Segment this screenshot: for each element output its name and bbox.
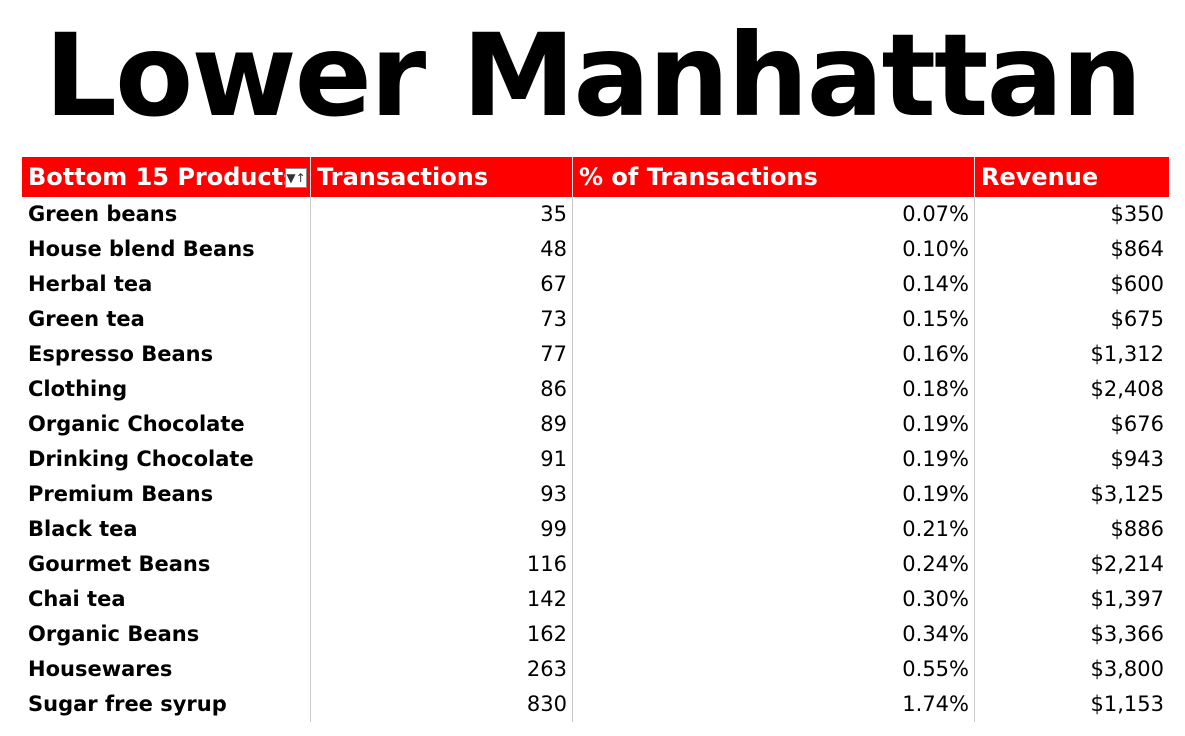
sort-filter-icon[interactable]: ▼↑ (285, 168, 307, 188)
transactions-cell[interactable]: 263 (311, 652, 573, 687)
product-cell[interactable]: Espresso Beans (22, 337, 311, 372)
pct-transactions-cell[interactable]: 0.15% (573, 302, 975, 337)
product-cell[interactable]: Housewares (22, 652, 311, 687)
table-header-row: Bottom 15 Products ▼↑ Transactions % of … (22, 157, 1169, 197)
pct-transactions-cell[interactable]: 0.18% (573, 372, 975, 407)
pct-transactions-cell[interactable]: 0.30% (573, 582, 975, 617)
product-cell[interactable]: Organic Chocolate (22, 407, 311, 442)
table-body: Green beans 35 0.07% $350 House blend Beans 4… (22, 197, 1169, 722)
transactions-cell[interactable]: 162 (311, 617, 573, 652)
product-cell[interactable]: Drinking Chocolate (22, 442, 311, 477)
transactions-cell[interactable]: 48 (311, 232, 573, 267)
table-row: Chai tea 142 0.30% $1,397 (22, 582, 1169, 617)
pct-transactions-cell[interactable]: 0.55% (573, 652, 975, 687)
pct-transactions-cell[interactable]: 1.74% (573, 687, 975, 722)
revenue-cell[interactable]: $864 (1110, 237, 1164, 261)
product-cell[interactable]: Gourmet Beans (22, 547, 311, 582)
pct-transactions-cell[interactable]: 0.07% (573, 197, 975, 232)
transactions-cell[interactable]: 91 (311, 442, 573, 477)
transactions-cell[interactable]: 73 (311, 302, 573, 337)
transactions-cell[interactable]: 77 (311, 337, 573, 372)
revenue-cell[interactable]: $3,125 (1090, 482, 1164, 506)
revenue-cell[interactable]: $676 (1110, 412, 1164, 436)
revenue-cell[interactable]: $350 (1110, 202, 1164, 226)
header-pct-transactions: % of Transactions (573, 157, 975, 197)
revenue-cell[interactable]: $3,366 (1090, 622, 1164, 646)
table-row: Green beans 35 0.07% $350 (22, 197, 1169, 232)
table-row: Green tea 73 0.15% $675 (22, 302, 1169, 337)
revenue-cell[interactable]: $886 (1110, 517, 1164, 541)
transactions-cell[interactable]: 142 (311, 582, 573, 617)
product-cell[interactable]: Sugar free syrup (22, 687, 311, 722)
table-row: Espresso Beans 77 0.16% $1,312 (22, 337, 1169, 372)
table-row: Black tea 99 0.21% $886 (22, 512, 1169, 547)
transactions-cell[interactable]: 67 (311, 267, 573, 302)
product-cell[interactable]: Premium Beans (22, 477, 311, 512)
revenue-cell[interactable]: $3,800 (1090, 657, 1164, 681)
table-row: House blend Beans 48 0.10% $864 (22, 232, 1169, 267)
revenue-cell[interactable]: $2,214 (1090, 552, 1164, 576)
header-revenue: Revenue (981, 163, 1099, 191)
table-row: Gourmet Beans 116 0.24% $2,214 (22, 547, 1169, 582)
pct-transactions-cell[interactable]: 0.24% (573, 547, 975, 582)
header-products[interactable]: Bottom 15 Products ▼↑ (22, 157, 311, 197)
transactions-cell[interactable]: 99 (311, 512, 573, 547)
pct-transactions-cell[interactable]: 0.10% (573, 232, 975, 267)
revenue-cell[interactable]: $600 (1110, 272, 1164, 296)
header-products-label: Bottom 15 Products (28, 163, 298, 191)
transactions-cell[interactable]: 93 (311, 477, 573, 512)
table-row: Clothing 86 0.18% $2,408 (22, 372, 1169, 407)
product-cell[interactable]: Chai tea (22, 582, 311, 617)
table-row: Sugar free syrup 830 1.74% $1,153 (22, 687, 1169, 722)
transactions-cell[interactable]: 116 (311, 547, 573, 582)
pct-transactions-cell[interactable]: 0.21% (573, 512, 975, 547)
pct-transactions-cell[interactable]: 0.16% (573, 337, 975, 372)
product-cell[interactable]: House blend Beans (22, 232, 311, 267)
product-cell[interactable]: Black tea (22, 512, 311, 547)
pct-transactions-cell[interactable]: 0.19% (573, 442, 975, 477)
product-cell[interactable]: Herbal tea (22, 267, 311, 302)
table-row: Herbal tea 67 0.14% $600 (22, 267, 1169, 302)
product-cell[interactable]: Green beans (22, 197, 311, 232)
pct-transactions-cell[interactable]: 0.19% (573, 407, 975, 442)
revenue-cell[interactable]: $675 (1110, 307, 1164, 331)
header-transactions: Transactions (311, 157, 573, 197)
table-row: Premium Beans 93 0.19% $3,125 (22, 477, 1169, 512)
pct-transactions-cell[interactable]: 0.19% (573, 477, 975, 512)
page-title: Lower Manhattan (44, 9, 1142, 142)
product-cell[interactable]: Green tea (22, 302, 311, 337)
pct-transactions-cell[interactable]: 0.34% (573, 617, 975, 652)
revenue-cell[interactable]: $1,397 (1090, 587, 1164, 611)
revenue-cell[interactable]: $2,408 (1090, 377, 1164, 401)
table-row: Housewares 263 0.55% $3,800 (22, 652, 1169, 687)
transactions-cell[interactable]: 86 (311, 372, 573, 407)
transactions-cell[interactable]: 35 (311, 197, 573, 232)
revenue-cell[interactable]: $1,312 (1090, 342, 1164, 366)
transactions-cell[interactable]: 830 (311, 687, 573, 722)
table-row: Organic Chocolate 89 0.19% $676 (22, 407, 1169, 442)
pct-transactions-cell[interactable]: 0.14% (573, 267, 975, 302)
transactions-cell[interactable]: 89 (311, 407, 573, 442)
revenue-cell[interactable]: $1,153 (1090, 692, 1164, 716)
product-cell[interactable]: Clothing (22, 372, 311, 407)
table-row: Drinking Chocolate 91 0.19% $943 (22, 442, 1169, 477)
product-cell[interactable]: Organic Beans (22, 617, 311, 652)
pivot-table: Bottom 15 Products ▼↑ Transactions % of … (22, 157, 1169, 722)
table-row: Organic Beans 162 0.34% $3,366 (22, 617, 1169, 652)
revenue-cell[interactable]: $943 (1110, 447, 1164, 471)
